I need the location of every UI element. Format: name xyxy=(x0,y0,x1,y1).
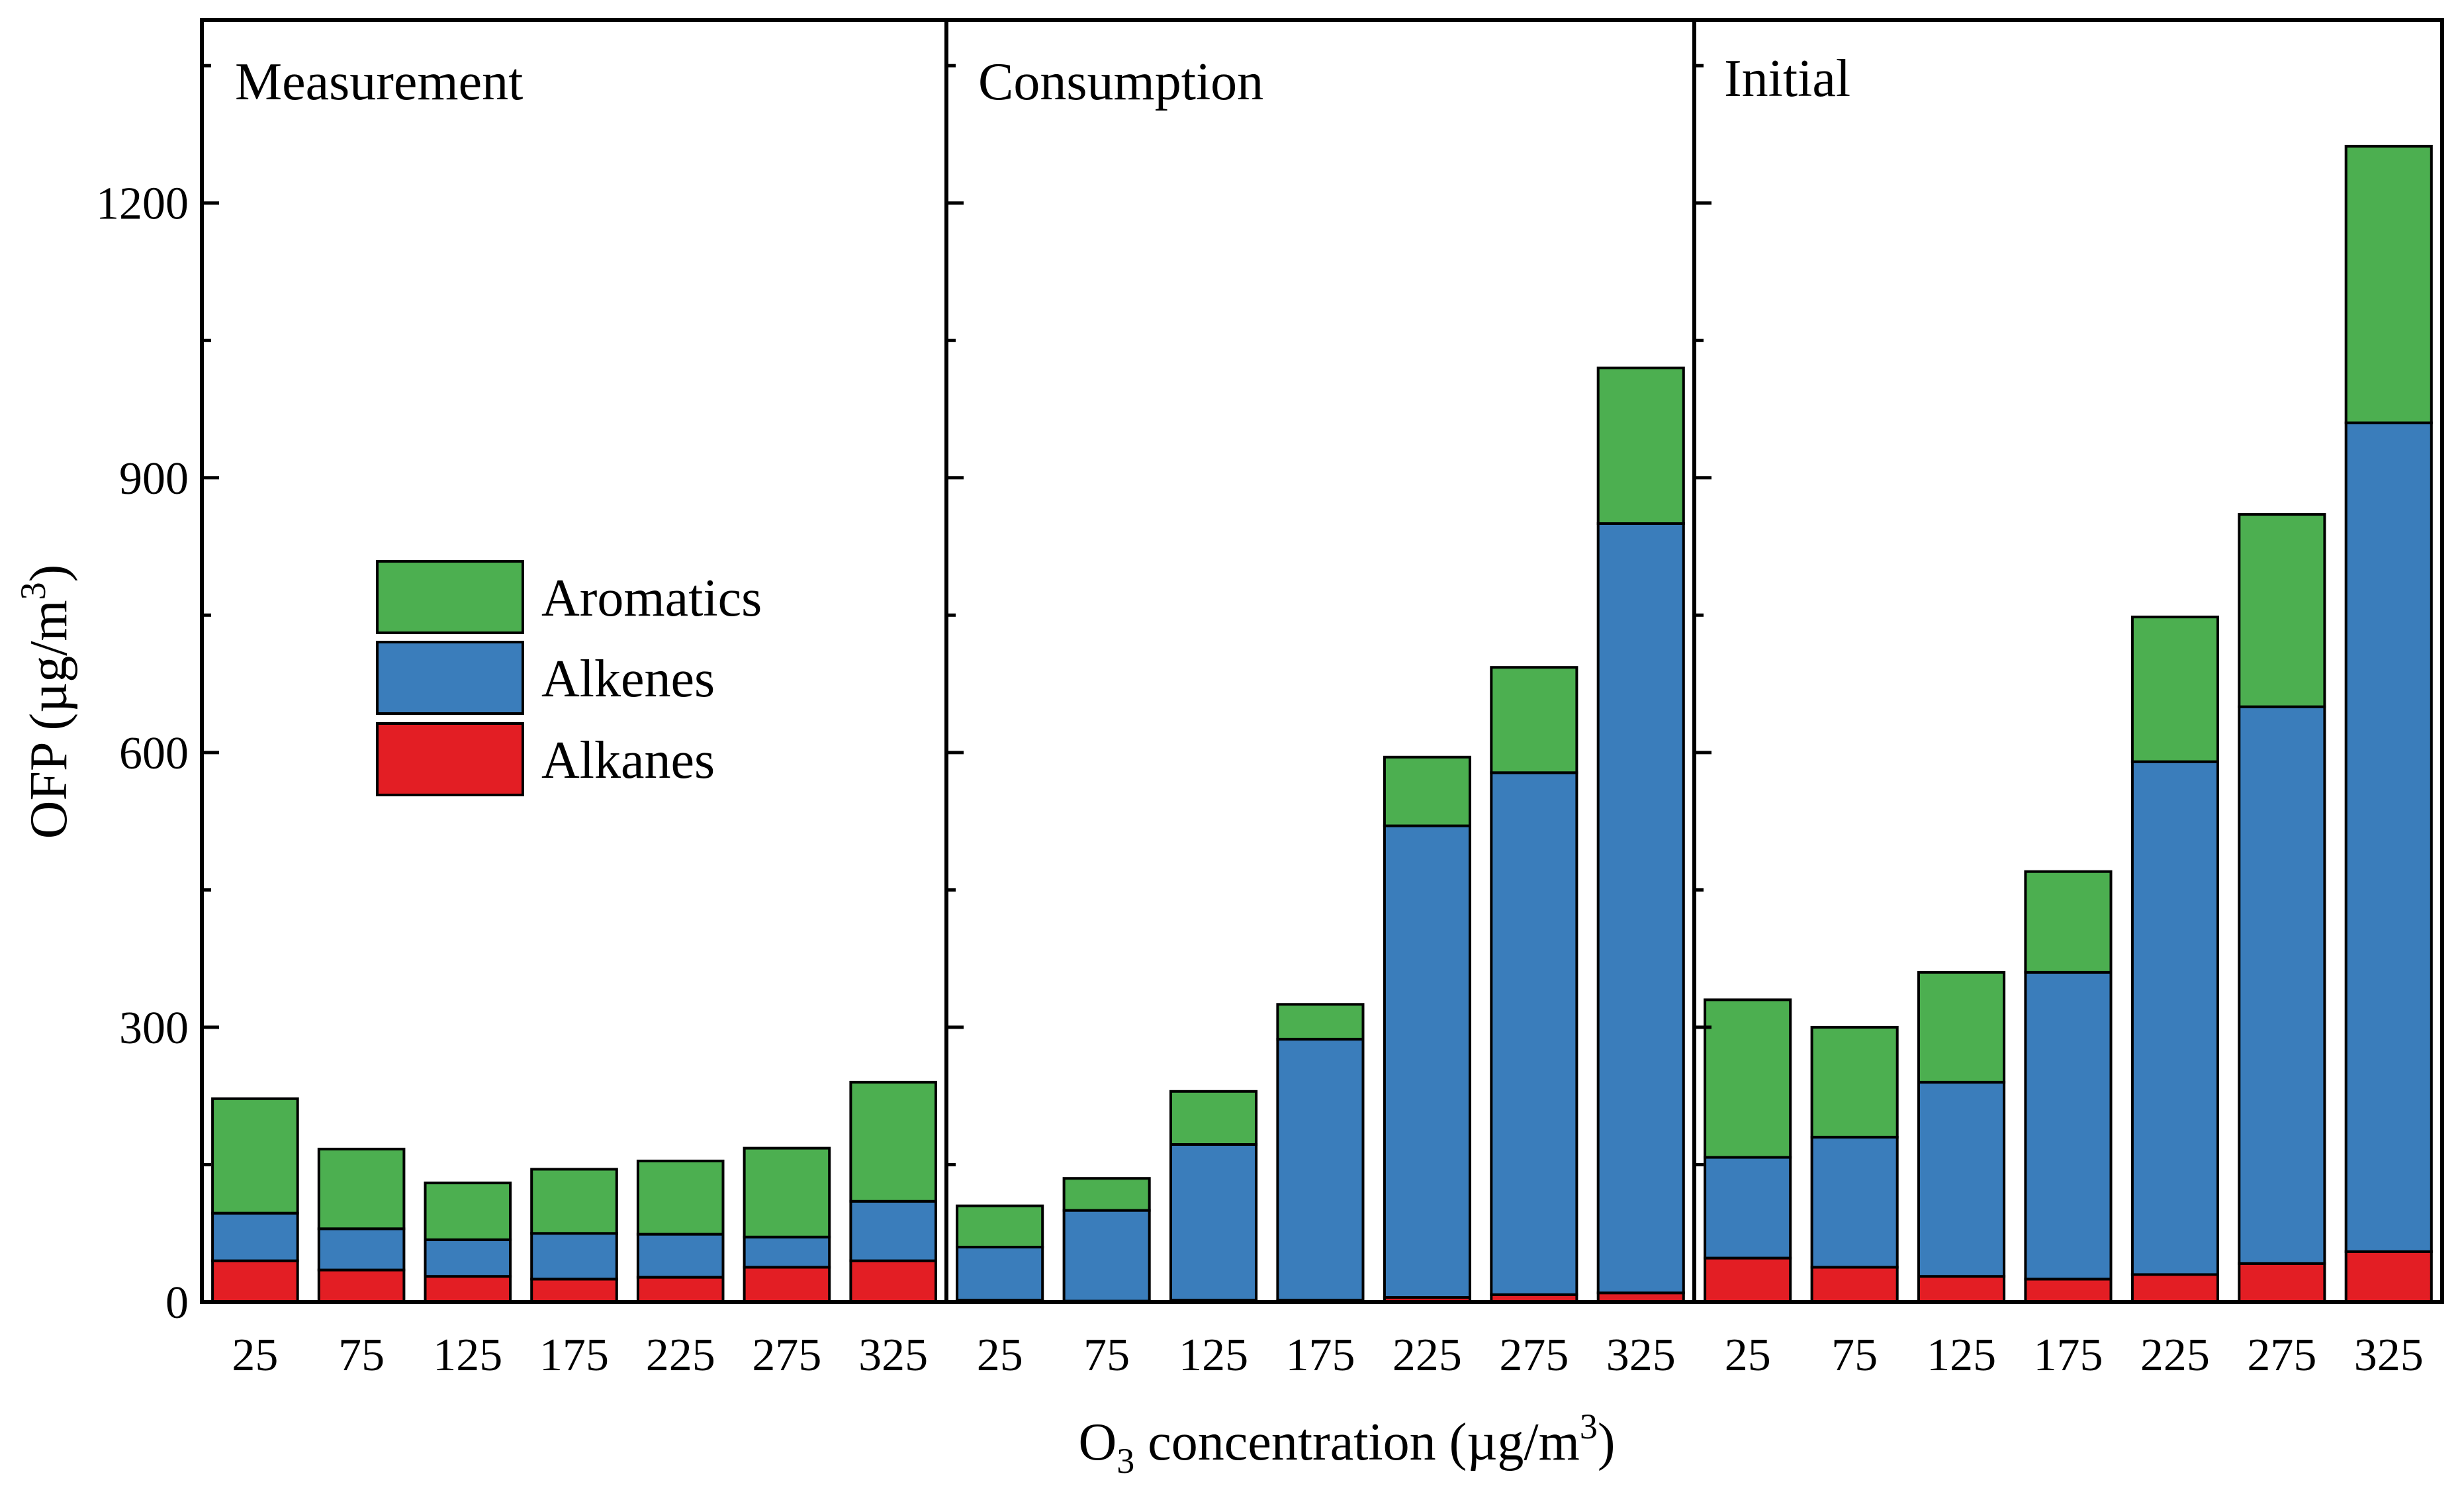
bar-consumption-alkenes-75 xyxy=(1062,1209,1151,1303)
bar-initial-alkenes-75 xyxy=(1810,1136,1899,1269)
bar-initial-alkanes-125 xyxy=(1917,1275,2006,1304)
bar-measurement-alkanes-25 xyxy=(211,1259,299,1303)
bar-measurement-aromatics-75 xyxy=(317,1147,406,1231)
bar-consumption-aromatics-325 xyxy=(1596,366,1685,525)
legend: Aromatics Alkenes Alkanes xyxy=(376,560,762,796)
x-tick-label-measurement-75: 75 xyxy=(338,1330,385,1381)
panel-title-initial: Initial xyxy=(1724,50,1850,108)
bar-initial-aromatics-275 xyxy=(2238,513,2326,708)
panel-title-measurement: Measurement xyxy=(235,53,523,111)
bar-consumption-alkenes-175 xyxy=(1276,1037,1365,1302)
bar-measurement-alkenes-225 xyxy=(636,1233,725,1279)
bar-measurement-aromatics-125 xyxy=(424,1182,512,1241)
bar-initial-aromatics-225 xyxy=(2130,616,2219,763)
bar-consumption-alkenes-325 xyxy=(1596,522,1685,1295)
bar-measurement-alkenes-175 xyxy=(530,1232,618,1281)
bar-measurement-aromatics-25 xyxy=(211,1097,299,1215)
axes-group: 25 75 125 175 225 275 325 25 75 125 175 225 275 325 25… xyxy=(96,18,2444,1381)
bar-initial-aromatics-25 xyxy=(1704,998,1792,1159)
x-tick-label-consumption-225: 225 xyxy=(1392,1330,1462,1381)
bar-measurement-aromatics-175 xyxy=(530,1168,618,1235)
x-tick-label-initial-175: 175 xyxy=(2034,1330,2103,1381)
x-tick-label-consumption-25: 25 xyxy=(977,1330,1023,1381)
bar-consumption-alkenes-125 xyxy=(1169,1143,1258,1302)
legend-swatch-alkanes xyxy=(376,722,524,796)
bar-measurement-aromatics-325 xyxy=(849,1080,938,1203)
x-tick-label-initial-325: 325 xyxy=(2354,1330,2424,1381)
legend-label-alkenes: Alkenes xyxy=(541,650,715,708)
bar-consumption-aromatics-75 xyxy=(1062,1177,1151,1212)
y-tick-label-0: 0 xyxy=(165,1278,189,1329)
x-tick-label-initial-75: 75 xyxy=(1831,1330,1878,1381)
bar-initial-alkanes-325 xyxy=(2344,1250,2433,1304)
x-tick-label-measurement-275: 275 xyxy=(752,1330,821,1381)
legend-label-aromatics: Aromatics xyxy=(541,569,762,628)
y-tick-label-300: 300 xyxy=(119,1003,189,1054)
x-tick-label-consumption-175: 175 xyxy=(1286,1330,1355,1381)
x-tick-label-consumption-325: 325 xyxy=(1606,1330,1676,1381)
x-tick-label-initial-275: 275 xyxy=(2247,1330,2316,1381)
bar-initial-aromatics-325 xyxy=(2344,144,2433,424)
y-tick-label-600: 600 xyxy=(119,728,189,779)
x-tick-label-measurement-25: 25 xyxy=(232,1330,278,1381)
bar-consumption-aromatics-25 xyxy=(956,1204,1044,1248)
bar-consumption-alkenes-225 xyxy=(1383,824,1471,1299)
bar-initial-alkenes-325 xyxy=(2344,421,2433,1253)
bar-initial-alkenes-175 xyxy=(2024,970,2113,1281)
bar-initial-alkenes-275 xyxy=(2238,705,2326,1265)
y-tick-label-1200: 1200 xyxy=(96,179,189,230)
bar-consumption-aromatics-175 xyxy=(1276,1003,1365,1041)
bar-measurement-alkanes-75 xyxy=(317,1268,406,1303)
x-tick-label-initial-225: 225 xyxy=(2140,1330,2210,1381)
bar-measurement-alkenes-275 xyxy=(743,1235,831,1269)
bar-initial-aromatics-175 xyxy=(2024,870,2113,974)
x-tick-label-consumption-75: 75 xyxy=(1083,1330,1130,1381)
bar-initial-aromatics-75 xyxy=(1810,1025,1899,1139)
bar-consumption-alkenes-25 xyxy=(956,1246,1044,1302)
bar-initial-alkanes-275 xyxy=(2238,1262,2326,1304)
x-axis-title: O3 concentration (µg/m3) xyxy=(1079,1407,1616,1481)
panel-title-consumption: Consumption xyxy=(978,53,1263,111)
bar-initial-alkanes-175 xyxy=(2024,1278,2113,1304)
bar-measurement-alkanes-175 xyxy=(530,1278,618,1304)
bar-initial-alkenes-25 xyxy=(1704,1156,1792,1260)
bar-consumption-aromatics-275 xyxy=(1490,666,1578,774)
bar-consumption-aromatics-125 xyxy=(1169,1090,1258,1146)
bar-measurement-alkanes-325 xyxy=(849,1259,938,1303)
bar-initial-aromatics-125 xyxy=(1917,970,2006,1084)
x-tick-label-consumption-275: 275 xyxy=(1499,1330,1569,1381)
legend-swatch-aromatics xyxy=(376,560,524,634)
x-tick-label-initial-25: 25 xyxy=(1725,1330,1771,1381)
bar-measurement-alkanes-125 xyxy=(424,1275,512,1304)
bar-group xyxy=(211,144,2433,1304)
legend-label-alkanes: Alkanes xyxy=(541,731,715,790)
legend-swatch-alkenes xyxy=(376,641,524,715)
bar-initial-alkenes-125 xyxy=(1917,1080,2006,1278)
bar-initial-alkanes-225 xyxy=(2130,1273,2219,1303)
y-tick-label-900: 900 xyxy=(119,453,189,504)
x-tick-label-initial-125: 125 xyxy=(1927,1330,1996,1381)
x-tick-label-measurement-325: 325 xyxy=(858,1330,928,1381)
x-tick-label-consumption-125: 125 xyxy=(1179,1330,1248,1381)
bar-measurement-aromatics-275 xyxy=(743,1146,831,1238)
bar-measurement-alkenes-25 xyxy=(211,1211,299,1262)
y-axis-title: OFP (µg/m3) xyxy=(13,565,78,839)
bar-consumption-aromatics-225 xyxy=(1383,755,1471,827)
x-tick-label-measurement-175: 175 xyxy=(539,1330,609,1381)
x-tick-label-measurement-125: 125 xyxy=(433,1330,502,1381)
bar-initial-alkanes-75 xyxy=(1810,1266,1899,1304)
bar-consumption-alkenes-275 xyxy=(1490,771,1578,1296)
bar-measurement-alkenes-125 xyxy=(424,1238,512,1278)
bar-measurement-alkanes-225 xyxy=(636,1276,725,1303)
x-tick-label-measurement-225: 225 xyxy=(646,1330,715,1381)
bar-measurement-alkenes-325 xyxy=(849,1199,938,1262)
bar-measurement-aromatics-225 xyxy=(636,1159,725,1236)
panel-frame-initial xyxy=(1692,18,2444,1304)
bar-measurement-alkanes-275 xyxy=(743,1266,831,1304)
bar-measurement-alkenes-75 xyxy=(317,1227,406,1272)
bar-initial-alkenes-225 xyxy=(2130,760,2219,1276)
bar-initial-alkanes-25 xyxy=(1704,1256,1792,1303)
